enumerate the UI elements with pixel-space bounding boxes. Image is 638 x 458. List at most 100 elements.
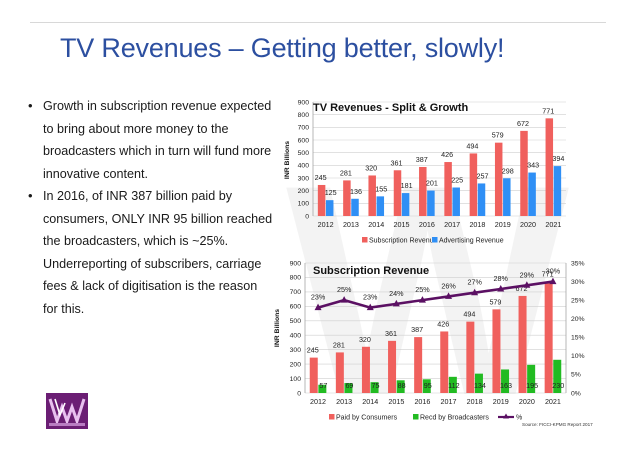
legend-label-percent: % bbox=[516, 415, 522, 422]
y-tick-label: 200 bbox=[290, 361, 302, 368]
x-tick-label: 2021 bbox=[545, 220, 561, 229]
percent-point bbox=[314, 303, 322, 311]
x-tick-label: 2018 bbox=[467, 397, 483, 406]
percent-point bbox=[366, 303, 374, 311]
data-label-subscription: 771 bbox=[542, 106, 554, 115]
data-label-advertising: 257 bbox=[477, 171, 489, 180]
y-tick-label: 800 bbox=[290, 275, 302, 282]
legend-swatch-subscription bbox=[362, 237, 368, 243]
data-label-advertising: 155 bbox=[375, 184, 387, 193]
data-label-paid: 771 bbox=[542, 270, 554, 279]
bar-recd-by-broadcasters bbox=[344, 383, 353, 393]
slide-title: TV Revenues – Getting better, slowly! bbox=[60, 33, 505, 63]
y2-tick-label: 5% bbox=[571, 372, 581, 379]
percent-point bbox=[445, 292, 453, 299]
bar-recd-by-broadcasters bbox=[422, 379, 431, 393]
bar-advertising bbox=[401, 193, 410, 216]
bullet-list: • Growth in subscription revenue expecte… bbox=[28, 95, 273, 320]
percent-line bbox=[317, 280, 554, 309]
x-tick-label: 2017 bbox=[444, 220, 460, 229]
percent-point bbox=[340, 296, 348, 303]
data-label-subscription: 320 bbox=[365, 163, 377, 172]
data-label-paid: 361 bbox=[385, 329, 397, 338]
data-label-subscription: 281 bbox=[340, 168, 352, 177]
bullet-dot-icon: • bbox=[28, 188, 33, 203]
y2-tick-label: 25% bbox=[571, 297, 585, 304]
percent-label: 23% bbox=[363, 293, 378, 302]
data-label-paid: 672 bbox=[516, 284, 528, 293]
chart-subscription-revenue: 0 100 200 300 400 500 600 700 800 900 0% 5% 10% 15% 20… bbox=[274, 260, 585, 421]
bar-paid-by-consumers bbox=[492, 309, 501, 393]
x-tick-label: 2017 bbox=[441, 397, 457, 406]
bar-subscription bbox=[343, 180, 351, 216]
data-label-recd: 112 bbox=[448, 381, 459, 390]
data-label-subscription: 672 bbox=[517, 119, 529, 128]
data-label-advertising: 298 bbox=[502, 166, 514, 175]
bar-recd-by-broadcasters bbox=[448, 376, 457, 393]
bar-paid-by-consumers bbox=[518, 295, 527, 393]
percent-point bbox=[392, 299, 400, 307]
x-tick-label: 2015 bbox=[388, 397, 404, 406]
percent-label: 28% bbox=[494, 274, 509, 283]
x-tick-label: 2014 bbox=[362, 397, 378, 406]
x-tick-label: 2018 bbox=[469, 220, 485, 229]
x-tick-label: 2019 bbox=[495, 220, 511, 229]
y-tick-label: 0 bbox=[305, 213, 309, 220]
bar-advertising bbox=[528, 172, 536, 216]
y-tick-label: 400 bbox=[298, 163, 310, 170]
y-tick-label: 500 bbox=[298, 150, 310, 157]
y-tick-label: 700 bbox=[290, 289, 302, 296]
bar-paid-by-consumers bbox=[388, 340, 397, 393]
y-tick-label: 0 bbox=[297, 390, 301, 397]
y2-tick-label: 0% bbox=[571, 390, 581, 397]
x-tick-label: 2021 bbox=[545, 397, 561, 406]
percent-label: 25% bbox=[415, 285, 430, 294]
percent-point bbox=[471, 288, 479, 296]
percent-label: 26% bbox=[441, 281, 456, 290]
data-label-subscription: 361 bbox=[391, 158, 403, 167]
bar-advertising bbox=[503, 178, 511, 216]
bar-paid-by-consumers bbox=[414, 337, 423, 393]
bullet-text: In 2016, of INR 387 billion paid by cons… bbox=[43, 189, 273, 316]
x-tick-label: 2012 bbox=[310, 397, 326, 406]
data-label-recd: 88 bbox=[398, 381, 406, 390]
bar-subscription bbox=[469, 153, 478, 216]
legend-label-paid: Paid by Consumers bbox=[336, 415, 398, 422]
percent-point bbox=[523, 281, 531, 288]
y-tick-label: 900 bbox=[290, 260, 302, 267]
data-label-advertising: 181 bbox=[401, 181, 413, 190]
data-label-recd: 69 bbox=[345, 381, 353, 390]
data-label-recd: 134 bbox=[474, 381, 486, 390]
y-axis-title: INR Billions bbox=[284, 141, 291, 179]
data-label-paid: 494 bbox=[463, 310, 475, 319]
company-logo-icon bbox=[46, 393, 88, 429]
bar-paid-by-consumers bbox=[544, 281, 553, 393]
bar-advertising bbox=[452, 187, 460, 216]
x-tick-label: 2012 bbox=[318, 220, 334, 229]
data-label-advertising: 136 bbox=[350, 187, 362, 196]
x-tick-label: 2019 bbox=[493, 397, 509, 406]
x-tick-label: 2014 bbox=[368, 220, 384, 229]
legend-swatch-paid bbox=[329, 414, 335, 420]
chart-split-growth: 0 100 200 300 400 500 600 700 800 900 245 125 2012 28… bbox=[284, 99, 566, 245]
x-tick-label: 2015 bbox=[394, 220, 410, 229]
data-label-recd: 163 bbox=[500, 381, 512, 390]
y-tick-label: 900 bbox=[298, 99, 310, 106]
y-tick-label: 700 bbox=[298, 125, 310, 132]
legend-label-recd: Recd by Broadcasters bbox=[420, 415, 489, 422]
bullet-item: • In 2016, of INR 387 billion paid by co… bbox=[28, 185, 273, 320]
y-tick-label: 400 bbox=[290, 333, 302, 340]
bar-recd-by-broadcasters bbox=[501, 369, 510, 393]
y2-tick-label: 20% bbox=[571, 316, 585, 323]
y2-tick-label: 15% bbox=[571, 335, 585, 342]
legend-swatch-recd bbox=[413, 414, 419, 420]
bar-recd-by-broadcasters bbox=[396, 380, 405, 393]
data-label-recd: 195 bbox=[526, 381, 538, 390]
legend-label-advertising: Advertising Revenue bbox=[439, 238, 504, 245]
bar-advertising bbox=[376, 196, 385, 216]
chart-title: Subscription Revenue bbox=[313, 265, 429, 277]
data-label-paid: 387 bbox=[411, 325, 423, 334]
data-label-advertising: 125 bbox=[325, 188, 337, 197]
data-label-recd: 230 bbox=[552, 381, 564, 390]
